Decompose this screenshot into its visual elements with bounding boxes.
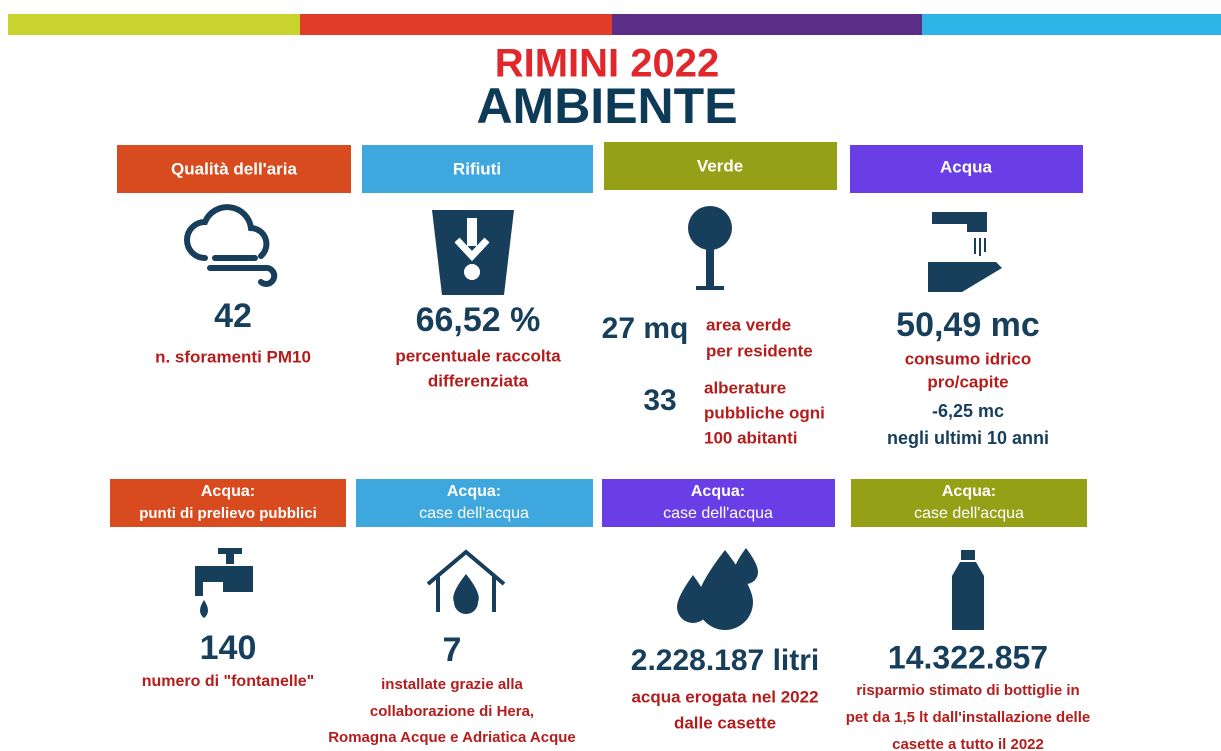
description: pro/capite	[927, 372, 1008, 391]
header: Verde	[697, 156, 743, 175]
description: area verde	[706, 315, 791, 334]
description: numero di "fontanelle"	[142, 673, 315, 690]
description: acqua erogata nel 2022	[631, 687, 818, 706]
description: pubbliche ogni	[704, 403, 825, 422]
header-box	[604, 142, 837, 190]
cloud-wind-icon	[184, 204, 278, 287]
description: n. sforamenti PM10	[155, 347, 311, 366]
value: 27 mq	[602, 312, 689, 345]
water-house-icon	[426, 549, 506, 614]
description: differenziata	[428, 371, 529, 390]
description: per residente	[706, 341, 813, 360]
header-box	[356, 479, 593, 527]
header-box	[850, 145, 1083, 193]
value: 14.322.857	[888, 639, 1048, 675]
value: 66,52 %	[416, 301, 541, 339]
description: alberature	[704, 378, 786, 397]
header-box	[851, 479, 1087, 527]
value: 42	[214, 297, 252, 335]
description: consumo idrico	[905, 349, 1032, 368]
value: 140	[200, 629, 257, 667]
change-note: negli ultimi 10 anni	[887, 428, 1049, 448]
header: Acqua:	[447, 483, 501, 500]
fountain-icon	[195, 548, 253, 618]
description: dalle casette	[674, 713, 776, 732]
description: Romagna Acque e Adriatica Acque	[328, 729, 576, 746]
header-box	[117, 145, 351, 193]
top-bar	[612, 14, 922, 35]
description: percentuale raccolta	[395, 346, 561, 365]
header: case dell'acqua	[419, 505, 529, 522]
header-box	[362, 145, 593, 193]
header: Acqua:	[201, 483, 255, 500]
header-box	[602, 479, 835, 527]
description: pet da 1,5 lt dall'installazione delle	[846, 709, 1090, 726]
description: casette a tutto il 2022	[892, 736, 1044, 751]
value: 7	[443, 631, 462, 669]
tree-icon	[688, 206, 732, 290]
top-bar	[8, 14, 300, 35]
bottle-icon	[952, 550, 984, 630]
header: case dell'acqua	[663, 505, 773, 522]
description: 100 abitanti	[704, 428, 798, 447]
drops-icon	[677, 548, 758, 630]
header: Acqua	[940, 157, 993, 176]
tap-hand-icon	[928, 212, 1002, 292]
description: collaborazione di Hera,	[370, 703, 534, 720]
header: Qualità dell'aria	[171, 159, 297, 178]
top-bar	[300, 14, 612, 35]
bin-icon	[432, 210, 514, 295]
header-box	[110, 479, 346, 527]
description: installate grazie alla	[381, 676, 523, 693]
change: -6,25 mc	[932, 401, 1004, 421]
value: 2.228.187 litri	[631, 644, 819, 677]
header: Acqua:	[942, 483, 996, 500]
header: case dell'acqua	[914, 505, 1024, 522]
header: punti di prelievo pubblici	[139, 505, 317, 522]
value: 33	[643, 384, 676, 417]
header: Rifiuti	[453, 159, 501, 178]
title: RIMINI 2022	[495, 42, 720, 86]
header: Acqua:	[691, 483, 745, 500]
description: risparmio stimato di bottiglie in	[856, 682, 1079, 699]
top-bar	[922, 14, 1221, 35]
value: 50,49 mc	[896, 306, 1040, 344]
subtitle: AMBIENTE	[476, 78, 737, 134]
